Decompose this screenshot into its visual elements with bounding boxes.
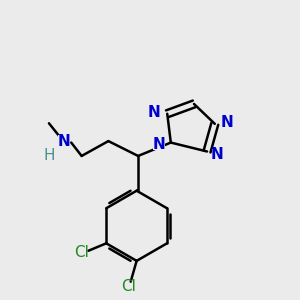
Bar <box>148 106 160 118</box>
Text: N: N <box>148 105 160 120</box>
Bar <box>212 148 224 160</box>
Text: N: N <box>211 147 224 162</box>
Bar <box>221 116 232 128</box>
Text: N: N <box>220 115 233 130</box>
Text: N: N <box>152 136 165 152</box>
Text: Cl: Cl <box>74 245 89 260</box>
Text: Cl: Cl <box>121 279 136 294</box>
Text: N: N <box>57 134 70 148</box>
Bar <box>58 135 70 147</box>
Text: H: H <box>43 148 55 163</box>
Bar <box>153 138 165 150</box>
